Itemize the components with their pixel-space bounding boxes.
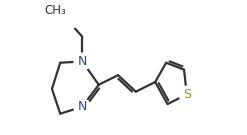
Text: N: N xyxy=(78,100,87,113)
Text: N: N xyxy=(78,55,87,68)
Text: CH₃: CH₃ xyxy=(44,4,66,17)
Text: S: S xyxy=(183,88,191,101)
